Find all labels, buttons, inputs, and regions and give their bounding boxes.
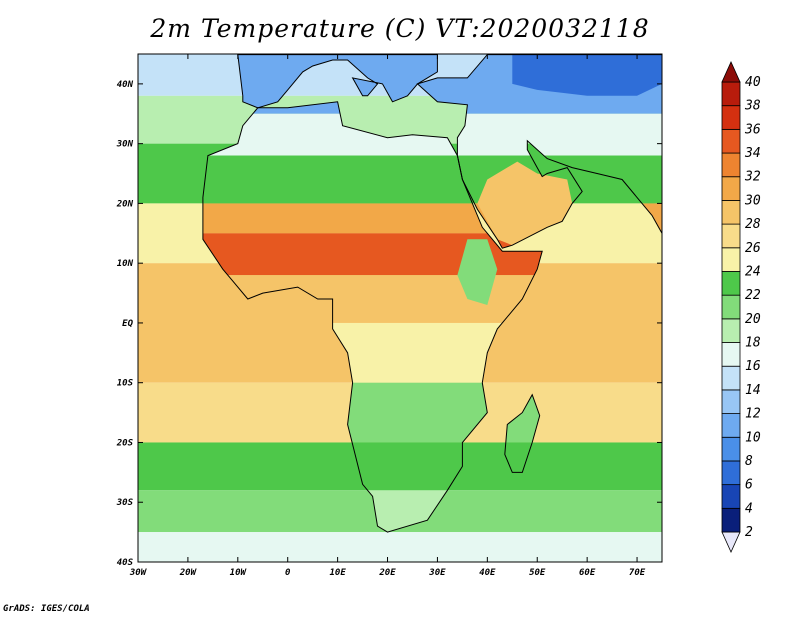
colorbar-label: 16 <box>745 359 761 374</box>
colorbar-label: 14 <box>745 383 761 398</box>
colorbar-label: 38 <box>744 99 761 114</box>
lat-tick-label: 40S <box>117 558 134 568</box>
colorbar-swatch <box>721 413 741 438</box>
ocean-band <box>138 532 662 562</box>
colorbar-label: 36 <box>744 122 761 137</box>
colorbar-swatch <box>721 176 741 201</box>
colorbar-swatch <box>721 436 741 462</box>
lat-tick-label: 30S <box>116 498 134 508</box>
colorbar-swatch <box>721 342 741 367</box>
colorbar-swatch <box>721 128 741 154</box>
lon-tick-label: 10W <box>230 568 248 578</box>
colorbar-swatch <box>721 152 741 178</box>
arabia-warm-region <box>477 161 573 246</box>
colorbar-max-triangle <box>721 61 741 83</box>
lat-tick-label: 20N <box>116 199 134 209</box>
colorbar-swatch <box>721 389 741 414</box>
central-asia-cold <box>512 54 662 96</box>
colorbar-label: 24 <box>745 264 761 279</box>
colorbar-swatch <box>721 507 741 533</box>
colorbar-label: 30 <box>744 193 761 208</box>
coastline <box>202 101 543 533</box>
lat-tick-label: 10N <box>117 259 134 269</box>
coastline <box>416 54 662 249</box>
lon-tick-label: 20W <box>179 568 198 578</box>
lon-tick-label: 10E <box>329 568 346 578</box>
grads-credit: GrADS: IGES/COLA <box>3 604 90 614</box>
colorbar-label: 18 <box>745 336 761 351</box>
lat-tick-label: 10S <box>117 379 134 389</box>
colorbar-swatch <box>721 318 741 343</box>
colorbar-label: 26 <box>745 241 761 256</box>
colorbar-label: 22 <box>745 288 761 303</box>
coastline <box>504 393 541 473</box>
lat-tick-label: 30N <box>116 140 134 150</box>
colorbar-label: 40 <box>745 75 761 90</box>
lon-tick-label: 30W <box>129 568 148 578</box>
colorbar-swatch <box>721 223 741 249</box>
lon-tick-label: 60E <box>579 568 596 578</box>
colorbar-swatch <box>721 81 741 107</box>
colorbar-label: 32 <box>744 170 761 185</box>
coastline <box>237 54 438 109</box>
colorbar-label: 34 <box>744 146 761 161</box>
lat-tick-label: 40N <box>117 80 134 90</box>
colorbar-label: 4 <box>745 501 753 516</box>
colorbar-swatch <box>721 460 741 486</box>
lon-tick-label: 50E <box>529 568 546 578</box>
colorbar-swatch <box>721 484 741 509</box>
latitude-axis: 40N 30N 20N 10N EQ 10S 20S 30S 40S <box>116 80 662 568</box>
colorbar-label: 6 <box>745 478 753 493</box>
lon-tick-label: 30E <box>428 568 446 578</box>
lon-tick-label: 0 <box>285 568 291 578</box>
colorbar-label: 10 <box>745 430 761 445</box>
colorbar-swatch <box>721 105 741 130</box>
colorbar-swatch <box>721 200 741 225</box>
map-frame <box>137 53 663 563</box>
lat-tick-label: 20S <box>116 438 134 448</box>
lon-tick-label: 70E <box>629 568 646 578</box>
colorbar-label: 12 <box>745 407 761 422</box>
map-title: 2m Temperature (C) VT:2020032118 <box>150 14 650 43</box>
colorbar-swatch <box>721 271 741 296</box>
colorbar-label: 8 <box>745 454 753 469</box>
coastlines <box>202 54 662 533</box>
colorbar-swatch <box>721 365 741 391</box>
longitude-axis: 30W 20W 10W 0 10E 20E 30E 40E 50E 60E 70E <box>129 54 646 578</box>
colorbar-swatch <box>721 247 741 272</box>
ethiopia-highlands <box>457 239 498 305</box>
lon-tick-label: 20E <box>378 568 396 578</box>
colorbar-swatch <box>721 294 741 320</box>
colorbar-label: 28 <box>745 217 761 232</box>
colorbar-min-triangle <box>721 531 741 553</box>
colorbar-label: 2 <box>745 525 753 540</box>
lat-tick-label: EQ <box>122 319 133 329</box>
lon-tick-label: 40E <box>479 568 496 578</box>
colorbar-label: 20 <box>745 312 761 327</box>
